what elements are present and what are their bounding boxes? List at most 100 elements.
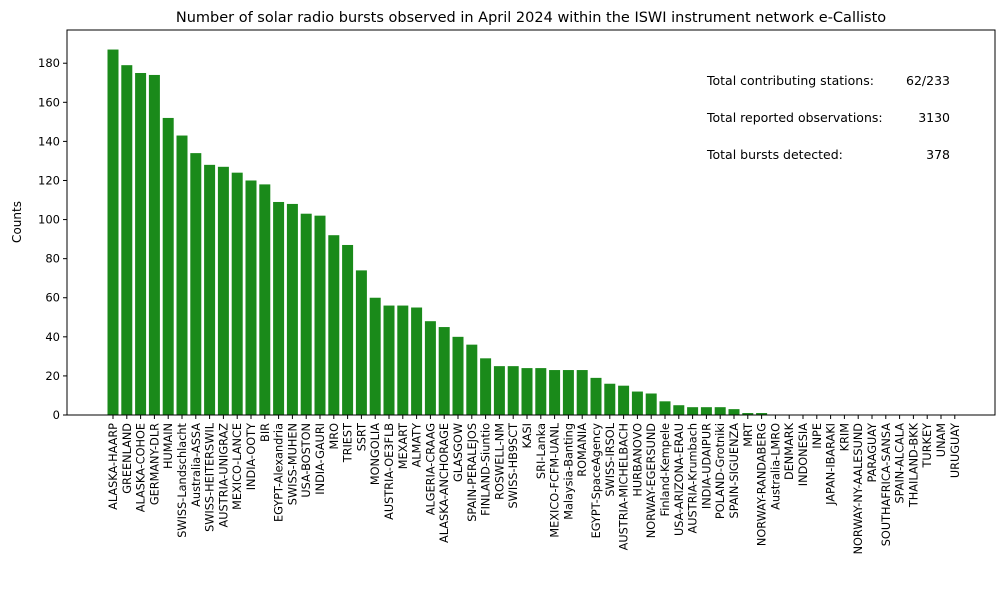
x-tick-label: MEXART: [397, 423, 410, 469]
x-tick-label: SWISS-IRSOL: [604, 422, 617, 496]
x-tick-label: DENMARK: [783, 422, 796, 480]
x-tick-label: ALASKA-COHOE: [135, 423, 148, 512]
x-tick-label: AUSTRIA-UNIGRAZ: [217, 423, 230, 528]
x-tick-label: SPAIN-SIGUENZA: [728, 423, 741, 519]
bar: [190, 153, 202, 415]
x-tick-label: POLAND-Grotniki: [714, 423, 727, 519]
bar: [728, 409, 740, 415]
annotation-label: Total bursts detected:: [706, 147, 843, 162]
x-tick-label: SWISS-Landschlacht: [176, 422, 189, 537]
x-tick-label: SPAIN-PERALEJOS: [466, 423, 479, 522]
x-tick-label: UNAM: [935, 423, 948, 457]
chart-title: Number of solar radio bursts observed in…: [176, 10, 886, 26]
bar: [521, 368, 533, 415]
bar: [549, 370, 561, 415]
x-tick-label: Australia-ASSA: [190, 423, 203, 507]
bar: [645, 393, 657, 415]
x-tick-label: Malaysia-Banting: [562, 423, 575, 520]
bar: [452, 336, 464, 415]
x-tick-label: INDIA-OOTY: [245, 423, 258, 490]
bar: [507, 366, 519, 415]
annotation-label: Total reported observations:: [706, 110, 883, 125]
bar: [259, 184, 271, 415]
x-tick-label: SRI-Lanka: [535, 423, 548, 479]
x-tick-label: GLASGOW: [452, 423, 465, 482]
x-tick-label: USA-BOSTON: [300, 423, 313, 498]
bar: [397, 305, 409, 415]
x-tick-label: MEXICO-FCFM-UANL: [549, 422, 562, 537]
x-tick-label: SOUTHAFRICA-SANSA: [880, 423, 893, 547]
x-axis-ticks: ALASKA-HAARP GREENLAND ALASKA-COHOE GERMANY…: [107, 415, 962, 554]
bar: [590, 377, 602, 415]
bar: [121, 65, 133, 415]
x-tick-label: SWISS-MUHEN: [286, 423, 299, 505]
y-tick-label: 160: [38, 95, 60, 109]
annotation-value: 3130: [918, 110, 950, 125]
x-tick-label: USA-ARIZONA-ERAU: [673, 423, 686, 536]
bar: [135, 72, 147, 415]
bar: [162, 117, 174, 416]
x-tick-label: TRIEST: [342, 423, 355, 463]
x-tick-label: Finland-Kempele: [659, 423, 672, 517]
x-tick-label: THAILAND-BKK: [907, 422, 920, 508]
bar: [466, 344, 478, 415]
bar: [300, 213, 312, 415]
y-tick-label: 80: [45, 252, 60, 266]
bar: [411, 307, 423, 415]
annotation-value: 378: [926, 147, 950, 162]
x-tick-label: ALASKA-HAARP: [107, 423, 120, 510]
y-axis-ticks: 0 20 40 60 80 100 120 140 160 180: [38, 56, 67, 422]
bar: [480, 358, 492, 415]
y-tick-label: 40: [45, 330, 60, 344]
x-tick-label: KRIM: [838, 423, 851, 451]
bar: [576, 370, 588, 415]
bar: [231, 172, 243, 415]
x-tick-label: MRO: [328, 423, 341, 450]
bar: [217, 166, 229, 415]
bar: [618, 385, 630, 415]
y-tick-label: 0: [53, 408, 60, 422]
bars-group: [107, 49, 768, 416]
x-tick-label: FINLAND-Siuntio: [480, 423, 493, 516]
y-tick-label: 180: [38, 56, 60, 70]
bar: [204, 164, 216, 415]
y-tick-label: 60: [45, 291, 60, 305]
bar: [742, 413, 754, 415]
bar: [107, 49, 119, 415]
x-tick-label: AUSTRIA-OE3FLB: [383, 423, 396, 520]
x-tick-label: NORWAY-NY-AALESUND: [852, 423, 865, 555]
bar: [438, 327, 450, 415]
x-tick-label: MRT: [742, 423, 755, 447]
x-tick-label: URUGUAY: [949, 423, 962, 478]
bar: [562, 370, 574, 415]
x-tick-label: HUMAIN: [162, 423, 175, 469]
bar: [756, 413, 768, 415]
x-tick-label: MEXICO-LANCE: [231, 423, 244, 510]
x-tick-label: EGYPT-Alexandria: [273, 423, 286, 522]
bar: [493, 366, 505, 415]
x-tick-label: Australia-LMRO: [769, 423, 782, 510]
bar: [424, 321, 436, 415]
x-tick-label: SWISS-HEITERSWIL: [204, 422, 217, 532]
bar: [700, 407, 712, 415]
bar: [714, 407, 726, 415]
bar: [369, 297, 381, 415]
x-tick-label: HURBANOVO: [631, 423, 644, 497]
y-axis-label: Counts: [10, 201, 24, 243]
bar: [383, 305, 395, 415]
x-tick-label: GREENLAND: [121, 423, 134, 494]
x-tick-label: GERMANY-DLR: [148, 423, 161, 505]
x-tick-label: EGYPT-SpaceAgency: [590, 423, 603, 539]
x-tick-label: MONGOLIA: [369, 423, 382, 485]
y-tick-label: 140: [38, 134, 60, 148]
bar: [535, 368, 547, 415]
x-tick-label: ROMANIA: [576, 423, 589, 477]
x-tick-label: NORWAY-RANDABERG: [756, 423, 769, 546]
bar: [273, 201, 285, 415]
bar: [342, 244, 354, 415]
y-tick-label: 120: [38, 173, 60, 187]
x-tick-label: ALASKA-ANCHORAGE: [438, 423, 451, 543]
x-tick-label: TURKEY: [921, 423, 934, 469]
plot-frame: [66, 29, 996, 416]
